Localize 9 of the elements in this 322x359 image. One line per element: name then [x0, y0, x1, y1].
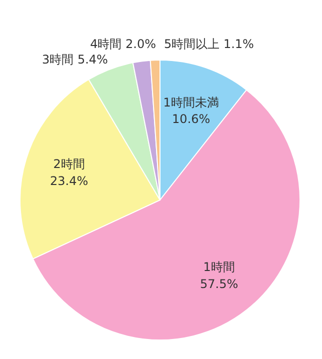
data-label: 23.4% — [50, 174, 88, 188]
slice-label: 1時間 — [203, 260, 235, 274]
data-label: 10.6% — [172, 112, 210, 126]
slice-label: 5時間以上 1.1% — [164, 37, 254, 51]
slice-label: 1時間未満 — [163, 95, 219, 110]
data-label: 57.5% — [200, 276, 238, 291]
slice-label: 2時間 — [53, 157, 85, 172]
slice-label: 4時間 2.0% — [90, 37, 156, 51]
slice-label: 3時間 5.4% — [42, 52, 108, 67]
